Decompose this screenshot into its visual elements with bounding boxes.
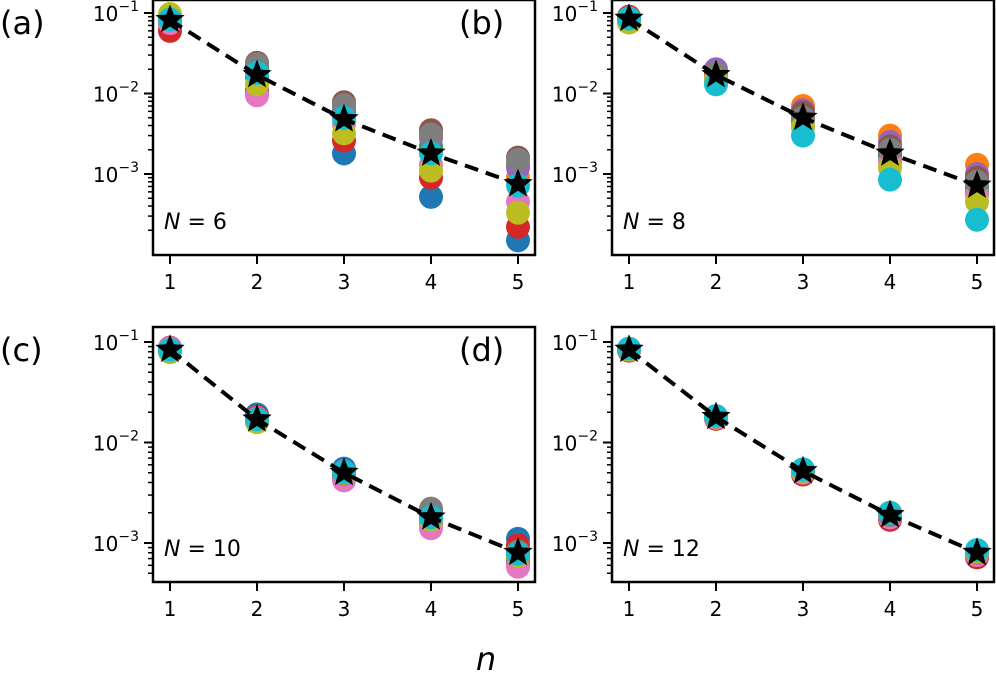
mean-star-marker	[503, 537, 533, 566]
sample-point	[506, 200, 530, 225]
mean-line	[627, 348, 978, 555]
x-axis: 1 2 3 4 5	[164, 255, 525, 294]
x-tick-label: 5	[971, 270, 984, 294]
x-tick-label: 5	[512, 270, 525, 294]
n-annotation: N = 12	[623, 537, 700, 562]
plot-area	[155, 2, 533, 253]
n-annotation: N = 10	[164, 537, 241, 562]
x-tick-label: 3	[338, 597, 351, 621]
x-tick-label: 4	[425, 270, 438, 294]
y-axis: 10−1 10−2 10−3	[93, 328, 153, 574]
x-tick-label: 3	[797, 270, 810, 294]
y-axis: 10−1 10−2 10−3	[552, 0, 612, 232]
sample-point	[506, 147, 530, 172]
plot-area	[155, 334, 533, 579]
y-axis: 10−1 10−2 10−3	[93, 0, 153, 232]
x-tick-label: 1	[623, 597, 636, 621]
sample-point	[419, 184, 443, 209]
x-tick-label: 4	[425, 597, 438, 621]
mean-star-marker	[155, 4, 185, 33]
mean-star-marker	[329, 457, 359, 486]
y-tick-label: 10−2	[93, 429, 139, 456]
mean-star-marker	[614, 334, 644, 363]
y-tick-label: 10−1	[552, 0, 598, 26]
y-tick-label: 10−1	[93, 0, 139, 26]
mean-line	[168, 348, 519, 555]
panel-label: (b)	[459, 4, 504, 42]
y-tick-label: 10−3	[552, 529, 598, 556]
panel-a: 10−1 10−2 10−3 1 2 3 4 5 (a) N = 6	[0, 0, 537, 294]
x-tick-label: 2	[251, 597, 264, 621]
y-tick-label: 10−2	[93, 80, 139, 107]
x-tick-label: 2	[710, 270, 723, 294]
n-annotation: N = 6	[164, 210, 227, 235]
x-tick-label: 1	[164, 270, 177, 294]
x-tick-label: 4	[884, 597, 897, 621]
x-tick-label: 4	[884, 270, 897, 294]
y-tick-label: 10−3	[93, 529, 139, 556]
mean-star-marker	[962, 170, 992, 198]
mean-star-marker	[155, 334, 185, 363]
mean-star-marker	[242, 59, 272, 88]
mean-star-marker	[701, 401, 731, 430]
panel-label: (a)	[0, 4, 45, 42]
x-tick-label: 1	[623, 270, 636, 294]
mean-star-marker	[329, 103, 359, 132]
x-tick-label: 2	[710, 597, 723, 621]
y-tick-label: 10−2	[552, 80, 598, 107]
y-axis: 10−1 10−2 10−3	[552, 328, 612, 574]
panel-d: 10−1 10−2 10−3 1 2 3 4 5 (d) N = 12	[459, 325, 996, 621]
x-tick-label: 3	[797, 597, 810, 621]
x-tick-label: 3	[338, 270, 351, 294]
y-tick-label: 10−2	[552, 429, 598, 456]
y-tick-label: 10−1	[552, 328, 598, 355]
x-tick-label: 1	[164, 597, 177, 621]
x-axis: 1 2 3 4 5	[164, 582, 525, 621]
plot-area	[614, 3, 992, 232]
x-axis-label: n	[476, 640, 496, 678]
mean-star-marker	[701, 59, 731, 88]
x-tick-label: 2	[251, 270, 264, 294]
n-annotation: N = 8	[623, 210, 686, 235]
mean-star-marker	[875, 138, 905, 166]
mean-star-marker	[503, 168, 533, 197]
sample-point	[965, 207, 989, 232]
mean-star-marker	[242, 403, 272, 432]
y-tick-label: 10−3	[552, 160, 598, 187]
mean-star-marker	[875, 499, 905, 528]
panel-c: 10−1 10−2 10−3 1 2 3 4 5 (c) N = 10	[0, 325, 537, 621]
x-tick-label: 5	[512, 597, 525, 621]
mean-star-marker	[788, 102, 818, 131]
panel-b: 10−1 10−2 10−3 1 2 3 4 5 (b) N = 8	[459, 0, 996, 294]
sample-point	[419, 158, 443, 183]
mean-star-marker	[788, 455, 818, 484]
sample-point	[419, 122, 443, 147]
x-axis: 1 2 3 4 5	[623, 255, 984, 294]
x-tick-label: 5	[971, 597, 984, 621]
x-axis: 1 2 3 4 5	[623, 582, 984, 621]
y-tick-label: 10−1	[93, 328, 139, 355]
mean-star-marker	[962, 537, 992, 566]
sample-point	[878, 167, 902, 192]
mean-star-marker	[416, 138, 446, 166]
y-tick-label: 10−3	[93, 160, 139, 187]
sample-point	[791, 123, 815, 148]
mean-star-marker	[416, 501, 446, 530]
plot-area	[614, 334, 992, 570]
panel-label: (c)	[0, 331, 43, 369]
panel-label: (d)	[459, 331, 504, 369]
mean-star-marker	[614, 3, 644, 32]
